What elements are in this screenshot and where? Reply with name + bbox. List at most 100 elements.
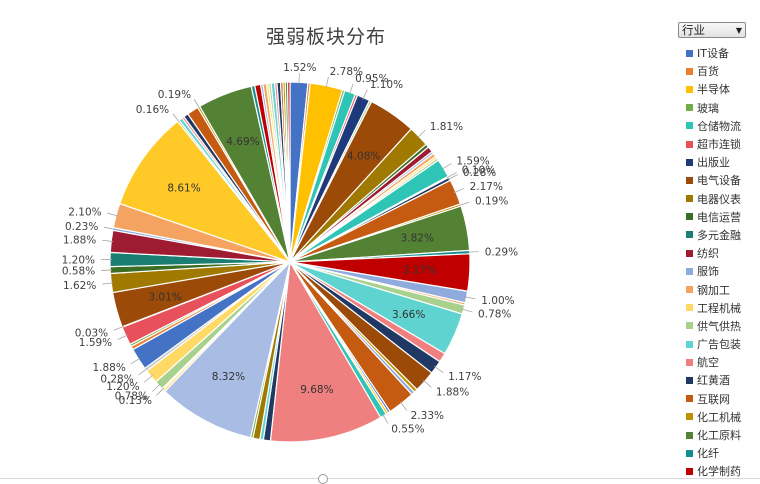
legend-swatch xyxy=(686,195,693,202)
legend-swatch xyxy=(686,159,693,166)
legend-swatch xyxy=(686,395,693,402)
legend-swatch xyxy=(686,104,693,111)
legend-swatch xyxy=(686,377,693,384)
legend-item[interactable]: 化工原料 xyxy=(686,426,758,444)
data-label: 0.03% xyxy=(75,327,108,339)
legend-swatch xyxy=(686,250,693,257)
legend-item[interactable]: 超市连锁 xyxy=(686,135,758,153)
legend-label: 电器仪表 xyxy=(697,191,741,207)
legend-item[interactable]: IT设备 xyxy=(686,44,758,62)
legend-swatch xyxy=(686,322,693,329)
legend-label: 化纤 xyxy=(697,445,719,461)
legend-item[interactable]: 化纤 xyxy=(686,444,758,462)
data-label: 0.23% xyxy=(65,221,98,233)
legend-item[interactable]: 化工机械 xyxy=(686,408,758,426)
legend-item[interactable]: 广告包装 xyxy=(686,335,758,353)
filter-label: 行业 xyxy=(682,22,705,38)
legend-swatch xyxy=(686,268,693,275)
data-label: 3.17% xyxy=(403,265,436,277)
legend-label: 互联网 xyxy=(697,391,730,407)
leader-line xyxy=(434,366,443,372)
data-label: 0.29% xyxy=(485,246,518,258)
chart-bottom-border xyxy=(0,478,760,479)
legend-item[interactable]: 出版业 xyxy=(686,153,758,171)
data-label: 2.10% xyxy=(68,207,101,219)
legend-list: IT设备百货半导体玻璃仓储物流超市连锁出版业电气设备电器仪表电信运营多元金融纺织… xyxy=(686,44,758,481)
legend-item[interactable]: 红黄酒 xyxy=(686,371,758,389)
data-label: 1.88% xyxy=(436,386,469,398)
legend-item[interactable]: 百货 xyxy=(686,62,758,80)
leader-line xyxy=(400,402,407,411)
legend-swatch xyxy=(686,213,693,220)
legend-item[interactable]: 电信运营 xyxy=(686,208,758,226)
leader-line xyxy=(418,130,426,138)
legend-item[interactable]: 服饰 xyxy=(686,262,758,280)
legend-label: 超市连锁 xyxy=(697,136,741,152)
legend-label: 工程机械 xyxy=(697,300,741,316)
legend-swatch xyxy=(686,122,693,129)
legend-item[interactable]: 半导体 xyxy=(686,80,758,98)
legend-label: 化学制药 xyxy=(697,463,741,479)
legend-item[interactable]: 供气供热 xyxy=(686,317,758,335)
leader-line xyxy=(299,73,300,84)
legend-label: 服饰 xyxy=(697,263,719,279)
legend-item[interactable]: 互联网 xyxy=(686,390,758,408)
legend-item[interactable]: 仓储物流 xyxy=(686,117,758,135)
legend-label: IT设备 xyxy=(697,45,729,61)
data-label: 1.88% xyxy=(92,362,125,374)
legend-swatch xyxy=(686,177,693,184)
leader-line xyxy=(194,99,200,108)
data-label: 9.68% xyxy=(300,384,333,396)
data-label: 8.61% xyxy=(167,182,200,194)
legend-label: 供气供热 xyxy=(697,318,741,334)
legend-swatch xyxy=(686,304,693,311)
data-label: 8.32% xyxy=(212,371,245,383)
legend-label: 仓储物流 xyxy=(697,118,741,134)
legend-label: 钢加工 xyxy=(697,282,730,298)
leader-line xyxy=(442,163,451,169)
data-label: 1.81% xyxy=(430,121,463,133)
legend-item[interactable]: 多元金融 xyxy=(686,226,758,244)
industry-filter-dropdown[interactable]: 行业 ▼ xyxy=(678,22,746,38)
data-label: 4.08% xyxy=(347,150,380,162)
data-label: 0.28% xyxy=(100,374,133,386)
legend-label: 电气设备 xyxy=(697,172,741,188)
data-label: 0.19% xyxy=(158,89,191,101)
legend-swatch xyxy=(686,468,693,475)
data-label: 1.10% xyxy=(370,79,403,91)
data-label: 0.58% xyxy=(62,266,95,278)
data-label: 1.88% xyxy=(63,235,96,247)
data-label: 1.62% xyxy=(63,280,96,292)
legend-item[interactable]: 玻璃 xyxy=(686,99,758,117)
legend-swatch xyxy=(686,286,693,293)
legend-label: 化工原料 xyxy=(697,427,741,443)
legend-item[interactable]: 钢加工 xyxy=(686,280,758,298)
legend-item[interactable]: 电气设备 xyxy=(686,171,758,189)
data-label: 0.28% xyxy=(463,167,496,179)
legend-label: 出版业 xyxy=(697,154,730,170)
legend-swatch xyxy=(686,50,693,57)
leader-line xyxy=(382,414,388,423)
legend-label: 航空 xyxy=(697,354,719,370)
leader-line xyxy=(156,388,164,396)
legend-swatch xyxy=(686,68,693,75)
legend-item[interactable]: 工程机械 xyxy=(686,299,758,317)
legend-label: 电信运营 xyxy=(697,209,741,225)
legend-panel: 行业 ▼ IT设备百货半导体玻璃仓储物流超市连锁出版业电气设备电器仪表电信运营多… xyxy=(678,22,758,481)
legend-swatch xyxy=(686,432,693,439)
data-label: 0.19% xyxy=(475,195,508,207)
leader-line xyxy=(139,368,148,375)
legend-label: 化工机械 xyxy=(697,409,741,425)
chart-area: 强弱板块分布 1.52%2.78%0.95%1.10%4.08%1.81%1.5… xyxy=(0,0,672,483)
data-label: 4.69% xyxy=(226,136,259,148)
legend-item[interactable]: 纺织 xyxy=(686,244,758,262)
legend-swatch xyxy=(686,413,693,420)
data-label: 3.82% xyxy=(401,233,434,245)
chevron-down-icon[interactable]: ▼ xyxy=(736,26,742,35)
data-label: 0.55% xyxy=(391,424,424,436)
legend-swatch xyxy=(686,341,693,348)
legend-label: 红黄酒 xyxy=(697,372,730,388)
legend-item[interactable]: 电器仪表 xyxy=(686,190,758,208)
legend-swatch xyxy=(686,450,693,457)
legend-item[interactable]: 航空 xyxy=(686,353,758,371)
